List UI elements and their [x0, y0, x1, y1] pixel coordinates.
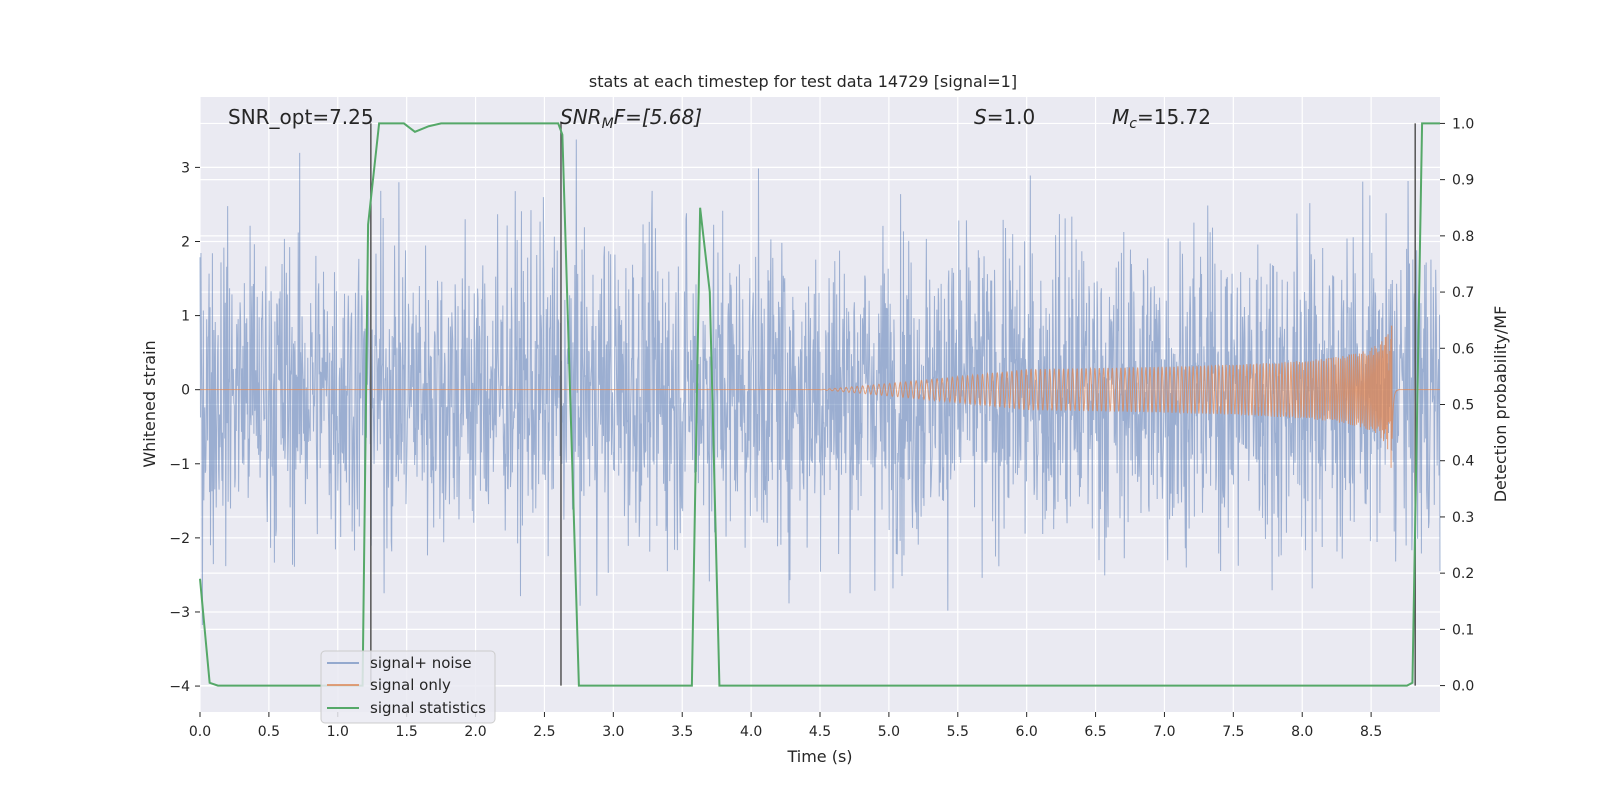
y-left-tick-label-5: −2	[169, 531, 190, 547]
x-tick-label-9: 4.5	[809, 724, 831, 740]
x-tick-label-12: 6.0	[1016, 724, 1038, 740]
y-left-axis-ticks: 3 2 1 0 −1 −2 −3 −4	[169, 160, 200, 695]
y-left-tick-label-7: −4	[169, 679, 190, 695]
snr-mf-annotation: SNRMF=[5.68]	[560, 105, 702, 132]
mc-annotation: Mc=15.72	[1112, 105, 1211, 132]
x-tick-label-17: 8.5	[1360, 724, 1382, 740]
signal-only-series	[200, 325, 1440, 468]
y-right-tick-label-8: 0.2	[1452, 566, 1474, 582]
y-left-tick-label-6: −3	[169, 605, 190, 621]
x-tick-label-13: 6.5	[1084, 724, 1106, 740]
y-right-axis-ticks: 1.0 0.9 0.8 0.7 0.6 0.5 0.4 0.3 0.2 0.1 0.0	[1440, 116, 1474, 695]
y-right-tick-label-3: 0.7	[1452, 285, 1474, 301]
y-left-tick-label-2: 1	[181, 309, 190, 325]
x-tick-label-6: 3.0	[602, 724, 624, 740]
y-right-tick-label-4: 0.6	[1452, 341, 1474, 357]
signal-only-line	[200, 325, 1440, 468]
signal-statistics-series	[199, 122, 1440, 687]
x-tick-label-1: 0.5	[258, 724, 280, 740]
x-axis-label: Time (s)	[786, 747, 852, 766]
y-left-tick-label-3: 0	[181, 383, 190, 399]
snr-opt-annotation: SNR_opt=7.25	[228, 105, 374, 129]
legend-label-signal-statistics: signal statistics	[370, 699, 486, 717]
y-left-tick-label-0: 3	[181, 160, 190, 176]
y-right-tick-label-1: 0.9	[1452, 173, 1474, 189]
y-left-tick-label-4: −1	[169, 457, 190, 473]
x-tick-label-11: 5.5	[947, 724, 969, 740]
y-right-tick-label-9: 0.1	[1452, 622, 1474, 638]
x-tick-label-10: 5.0	[878, 724, 900, 740]
x-tick-label-3: 1.5	[396, 724, 418, 740]
x-tick-label-16: 8.0	[1291, 724, 1313, 740]
legend: signal+ noise signal only signal statist…	[320, 650, 496, 724]
y-right-tick-label-6: 0.4	[1452, 454, 1474, 470]
y-axis-label-right: Detection probability/MF	[1491, 306, 1510, 503]
chart-title: stats at each timestep for test data 147…	[589, 72, 1017, 91]
legend-label-signal-only: signal only	[370, 676, 451, 694]
y-right-tick-label-7: 0.3	[1452, 510, 1474, 526]
s-annotation: S=1.0	[974, 105, 1035, 129]
x-tick-label-5: 2.5	[533, 724, 555, 740]
legend-label-signal-noise: signal+ noise	[370, 654, 472, 672]
x-axis-ticks: 0.0 0.5 1.0 1.5 2.0 2.5 3.0 3.5 4.0 4.5 5.0 5.5 6.0 6…	[189, 712, 1382, 740]
y-left-tick-label-1: 2	[181, 234, 190, 250]
signal-statistics-line	[199, 122, 1440, 687]
signal-noise-series	[199, 139, 1441, 626]
legend-box	[320, 650, 496, 724]
x-tick-label-0: 0.0	[189, 724, 211, 740]
y-axis-label-left: Whitened strain	[140, 340, 159, 467]
x-tick-label-4: 2.0	[464, 724, 486, 740]
y-right-tick-label-0: 1.0	[1452, 116, 1474, 132]
vertical-markers	[370, 123, 1416, 686]
y-right-tick-label-10: 0.0	[1452, 679, 1474, 695]
x-tick-label-8: 4.0	[740, 724, 762, 740]
y-right-tick-label-2: 0.8	[1452, 229, 1474, 245]
x-tick-label-14: 7.0	[1153, 724, 1175, 740]
x-tick-label-2: 1.0	[327, 724, 349, 740]
x-tick-label-15: 7.5	[1222, 724, 1244, 740]
y-right-tick-label-5: 0.5	[1452, 398, 1474, 414]
signal-noise-line	[199, 139, 1441, 626]
x-tick-label-7: 3.5	[671, 724, 693, 740]
